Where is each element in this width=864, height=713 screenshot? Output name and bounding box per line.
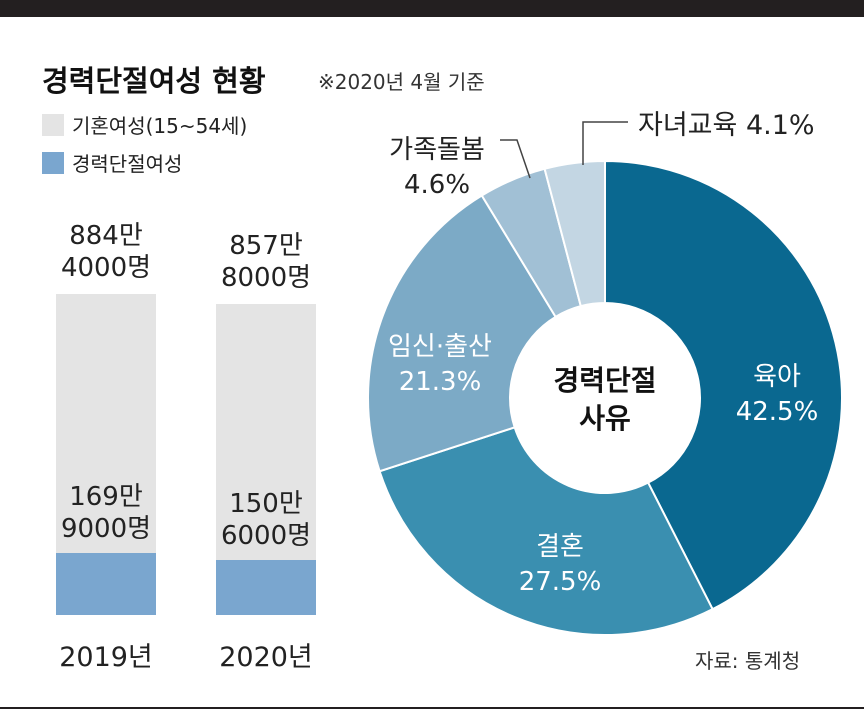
pie-label-4: 자녀교육 4.1% [638,110,815,141]
top-frame-bar [0,0,864,17]
pie-label-value-3: 4.6% [404,170,470,200]
pie-slice-0 [604,159,843,611]
pie-slice-2 [367,194,557,473]
bottom-frame-line [0,707,864,709]
bar-career-break-0 [56,553,156,615]
pie-label-name-0: 육아 [753,362,801,392]
bar-career-break-1 [216,560,316,615]
stacked-bar-chart: 884만 4000명 169만 9000명 2019년 857만 8000명 150만 6000… [0,0,360,700]
pie-label-value-2: 21.3% [399,367,482,397]
leader-line-4 [582,121,628,165]
pie-center-label-0: 경력단절 [553,364,656,397]
bar-label-married-0: 884만 4000명 [60,221,152,283]
pie-label-value-1: 27.5% [519,567,602,597]
bar-label-career-break-1: 150만 6000명 [220,489,312,552]
pie-label-name-2: 임신·출산 [388,332,492,362]
pie-slice-4 [543,159,606,308]
bar-married-0 [56,294,156,554]
chart-title: 경력단절여성 현황 [42,64,266,98]
bar-label-married-1: 857만 8000명 [220,230,312,293]
pie-center-label-1: 사유 [579,402,631,435]
pie-label-name-3: 가족돌봄 [389,135,485,165]
bar-married-1 [216,303,316,561]
pie-label-name-1: 결혼 [536,532,584,562]
legend-swatch-career-break [42,151,64,174]
pie-label-value-0: 42.5% [736,397,819,427]
legend-item-married: 기혼여성(15~54세) [42,110,247,139]
chart-subtitle: ※2020년 4월 기준 [318,70,485,94]
legend-label-career-break: 경력단절여성 [72,152,183,176]
category-label-1: 2020년 [219,642,313,673]
leader-line-3 [500,139,531,179]
legend-item-career-break: 경력단절여성 [42,148,182,177]
legend-label-married: 기혼여성(15~54세) [72,114,248,138]
pie-slice-1 [378,426,714,636]
legend-swatch-married [42,113,64,136]
source-note: 자료: 통계청 [695,649,801,673]
category-label-0: 2019년 [59,642,153,673]
bar-label-career-break-0: 169만 9000명 [60,482,152,545]
